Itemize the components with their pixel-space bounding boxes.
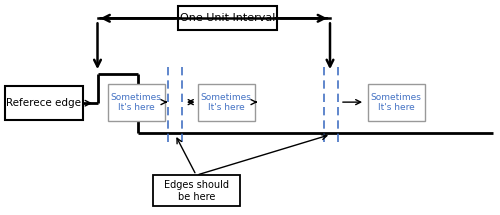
Text: One Unit Interval: One Unit Interval [180, 13, 275, 23]
Text: Sometimes
It's here: Sometimes It's here [371, 93, 422, 112]
FancyBboxPatch shape [178, 6, 278, 30]
Text: Referece edge: Referece edge [6, 98, 81, 108]
FancyBboxPatch shape [5, 86, 82, 120]
Text: Sometimes
It's here: Sometimes It's here [201, 93, 252, 112]
FancyBboxPatch shape [198, 84, 255, 121]
Text: Edges should
be here: Edges should be here [164, 180, 228, 202]
FancyBboxPatch shape [108, 84, 165, 121]
FancyBboxPatch shape [152, 175, 240, 206]
FancyBboxPatch shape [368, 84, 425, 121]
Text: Sometimes
It's here: Sometimes It's here [111, 93, 162, 112]
